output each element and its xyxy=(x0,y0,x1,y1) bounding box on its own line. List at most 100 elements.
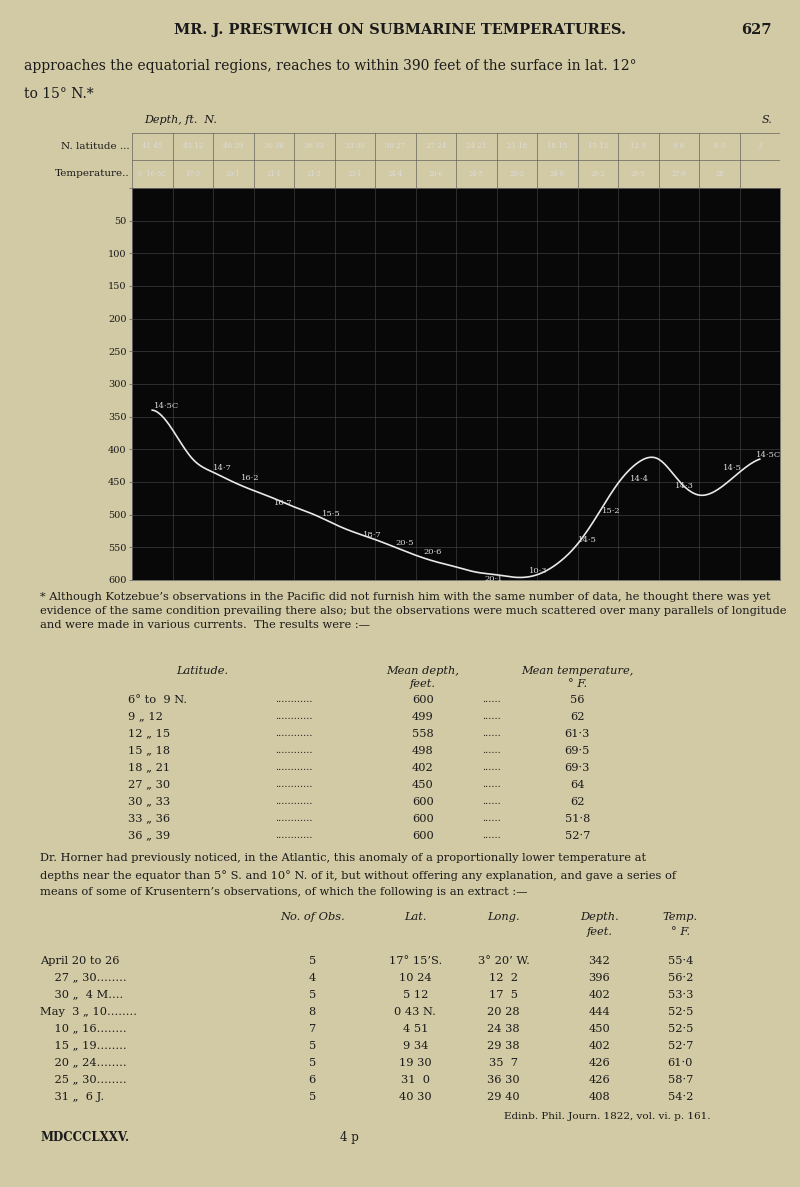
Text: 3° 20’ W.: 3° 20’ W. xyxy=(478,956,530,966)
Text: 56: 56 xyxy=(570,694,585,705)
Text: 36 33: 36 33 xyxy=(304,142,324,151)
Text: 41 45: 41 45 xyxy=(142,142,162,151)
Text: 402: 402 xyxy=(412,763,434,773)
Text: 600: 600 xyxy=(412,814,434,824)
Text: 19 30: 19 30 xyxy=(399,1058,432,1067)
Text: ............: ............ xyxy=(275,796,313,806)
Text: 20·5: 20·5 xyxy=(631,170,646,178)
Text: 600: 600 xyxy=(412,694,434,705)
Text: 12  2: 12 2 xyxy=(489,972,518,983)
Text: 444: 444 xyxy=(589,1007,610,1017)
Text: 402: 402 xyxy=(589,990,610,999)
Text: 20·6: 20·6 xyxy=(428,170,443,178)
Text: ............: ............ xyxy=(275,729,313,737)
Text: to 15° N.*: to 15° N.* xyxy=(24,87,94,101)
Text: 12 9: 12 9 xyxy=(630,142,646,151)
Text: 64: 64 xyxy=(570,780,585,789)
Text: 56·2: 56·2 xyxy=(668,972,693,983)
Text: 408: 408 xyxy=(589,1092,610,1102)
Text: 5: 5 xyxy=(309,1092,316,1102)
Text: Mean depth,: Mean depth, xyxy=(386,666,459,677)
Text: 25·3: 25·3 xyxy=(510,170,524,178)
Text: Latitude.: Latitude. xyxy=(176,666,228,677)
Text: 14·5C: 14·5C xyxy=(756,451,781,459)
Text: 28: 28 xyxy=(715,170,723,178)
Text: 10 24: 10 24 xyxy=(399,972,432,983)
Text: Temperature..: Temperature.. xyxy=(54,170,130,178)
Text: N. latitude ...: N. latitude ... xyxy=(61,142,130,151)
Text: ......: ...... xyxy=(482,780,500,788)
Text: ......: ...... xyxy=(482,763,500,772)
Text: 25 „ 30........: 25 „ 30........ xyxy=(40,1074,126,1085)
Text: 15 „ 18: 15 „ 18 xyxy=(128,745,170,756)
Text: 342: 342 xyxy=(589,956,610,966)
Text: 29 38: 29 38 xyxy=(487,1041,520,1050)
Text: ............: ............ xyxy=(275,745,313,755)
Text: 5 12: 5 12 xyxy=(402,990,428,999)
Text: 4 51: 4 51 xyxy=(402,1023,428,1034)
Text: 9 34: 9 34 xyxy=(402,1041,428,1050)
Text: 20·6: 20·6 xyxy=(424,548,442,556)
Text: 15 „ 19........: 15 „ 19........ xyxy=(40,1041,126,1050)
Text: 24 21: 24 21 xyxy=(466,142,486,151)
Text: 52·5: 52·5 xyxy=(668,1023,693,1034)
Text: May  3 „ 10........: May 3 „ 10........ xyxy=(40,1007,137,1017)
Text: 627: 627 xyxy=(742,23,772,37)
Text: 30 „  4 M....: 30 „ 4 M.... xyxy=(40,990,123,999)
Text: 499: 499 xyxy=(412,712,434,722)
Text: 54·2: 54·2 xyxy=(668,1092,693,1102)
Text: ............: ............ xyxy=(275,780,313,788)
Text: 45 12: 45 12 xyxy=(182,142,203,151)
Text: approaches the equatorial regions, reaches to within 390 feet of the surface in : approaches the equatorial regions, reach… xyxy=(24,58,637,72)
Text: depths near the equator than 5° S. and 10° N. of it, but without offering any ex: depths near the equator than 5° S. and 1… xyxy=(40,870,676,881)
Text: 52·7: 52·7 xyxy=(565,831,590,840)
Text: 0 43 N.: 0 43 N. xyxy=(394,1007,436,1017)
Text: 69·5: 69·5 xyxy=(565,745,590,756)
Text: 61·3: 61·3 xyxy=(565,729,590,738)
Text: 18 „ 21: 18 „ 21 xyxy=(128,763,170,773)
Text: 18·7: 18·7 xyxy=(363,532,382,540)
Text: ............: ............ xyxy=(275,712,313,721)
Text: 52·5: 52·5 xyxy=(668,1007,693,1017)
Text: 27 „ 30........: 27 „ 30........ xyxy=(40,972,126,983)
Text: Temp.: Temp. xyxy=(662,912,698,921)
Text: 6 3: 6 3 xyxy=(714,142,725,151)
Text: 15·2: 15·2 xyxy=(602,507,621,515)
Text: 17° 15’S.: 17° 15’S. xyxy=(389,956,442,966)
Text: ° F.: ° F. xyxy=(568,679,587,690)
Text: 5: 5 xyxy=(309,990,316,999)
Text: 396: 396 xyxy=(589,972,610,983)
Text: 21 18: 21 18 xyxy=(506,142,527,151)
Text: 29 40: 29 40 xyxy=(487,1092,520,1102)
Text: 402: 402 xyxy=(589,1041,610,1050)
Text: 16·2: 16·2 xyxy=(242,474,260,482)
Text: Dr. Horner had previously noticed, in the Atlantic, this anomaly of a proportion: Dr. Horner had previously noticed, in th… xyxy=(40,852,646,863)
Text: 33 „ 36: 33 „ 36 xyxy=(128,814,170,824)
Text: ......: ...... xyxy=(482,745,500,755)
Text: 31 „  6 J.: 31 „ 6 J. xyxy=(40,1092,104,1102)
Text: 8: 8 xyxy=(309,1007,316,1017)
Text: 55·4: 55·4 xyxy=(668,956,693,966)
Text: 62: 62 xyxy=(570,712,585,722)
Text: feet.: feet. xyxy=(586,927,612,938)
Text: ............: ............ xyxy=(275,831,313,839)
Text: Edinb. Phil. Journ. 1822, vol. vi. p. 161.: Edinb. Phil. Journ. 1822, vol. vi. p. 16… xyxy=(504,1112,710,1122)
Text: 15 12: 15 12 xyxy=(588,142,608,151)
Text: 9 „ 12: 9 „ 12 xyxy=(128,712,163,722)
Text: 30 36: 30 36 xyxy=(264,142,284,151)
Text: 6° to  9 N.: 6° to 9 N. xyxy=(128,694,187,705)
Text: Depth.: Depth. xyxy=(580,912,618,921)
Text: 600: 600 xyxy=(412,796,434,807)
Text: 10 „ 16........: 10 „ 16........ xyxy=(40,1023,126,1034)
Text: 3: 3 xyxy=(758,142,762,151)
Text: 36 30: 36 30 xyxy=(487,1074,520,1085)
Text: 20·1: 20·1 xyxy=(226,170,241,178)
Text: S.: S. xyxy=(762,115,772,125)
Text: ......: ...... xyxy=(482,796,500,806)
Text: 14·5: 14·5 xyxy=(578,537,596,544)
Text: 5: 5 xyxy=(309,956,316,966)
Text: 600: 600 xyxy=(412,831,434,840)
Text: 20·1: 20·1 xyxy=(484,575,503,583)
Text: 16·7: 16·7 xyxy=(274,499,292,507)
Text: MR. J. PRESTWICH ON SUBMARINE TEMPERATURES.: MR. J. PRESTWICH ON SUBMARINE TEMPERATUR… xyxy=(174,23,626,37)
